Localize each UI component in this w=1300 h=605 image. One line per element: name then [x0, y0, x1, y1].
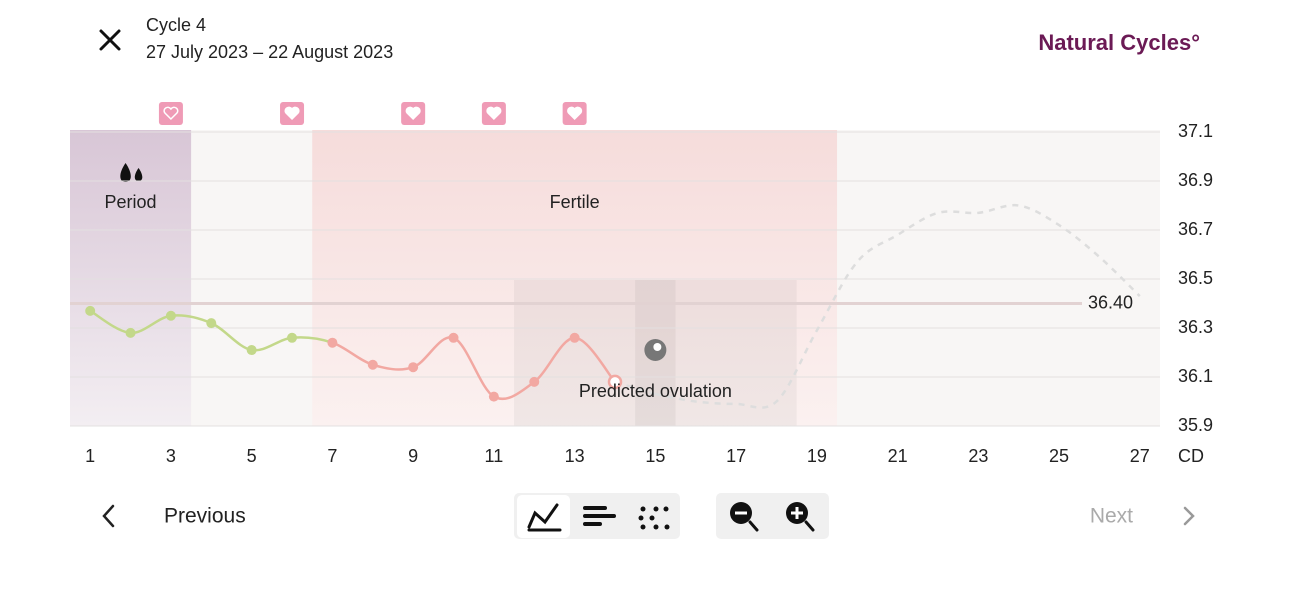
previous-button[interactable]: Previous [102, 504, 246, 528]
x-tick-label: 5 [247, 446, 257, 466]
temperature-point [327, 337, 338, 348]
y-tick-label: 35.9 [1178, 415, 1213, 435]
x-tick-label: 17 [726, 446, 746, 466]
heart-icon [405, 106, 421, 121]
y-tick-label: 36.1 [1178, 366, 1213, 386]
x-tick-label: 13 [565, 446, 585, 466]
temperature-point [367, 359, 378, 370]
y-tick-label: 36.9 [1178, 170, 1213, 190]
x-tick-label: 9 [408, 446, 418, 466]
next-button[interactable]: Next [1090, 505, 1195, 528]
temperature-point [125, 327, 136, 338]
x-tick-label: 21 [888, 446, 908, 466]
temperature-point [529, 376, 540, 387]
chevron-right [1183, 506, 1195, 526]
heart-icon [284, 106, 300, 121]
x-tick-label: 15 [645, 446, 665, 466]
temperature-point [408, 362, 419, 373]
brand-logo: Natural Cycles° [1038, 30, 1200, 55]
drop-icon [120, 163, 143, 182]
x-tick-label: 7 [327, 446, 337, 466]
x-tick-label: 19 [807, 446, 827, 466]
band-label: Period [105, 192, 157, 212]
x-tick-label: 27 [1130, 446, 1150, 466]
temperature-point [206, 318, 217, 329]
chevron-left [102, 504, 115, 528]
x-unit: CD [1178, 446, 1204, 466]
y-tick-label: 37.1 [1178, 121, 1213, 141]
intercourse-marker [158, 102, 183, 125]
bars-icon [583, 506, 616, 526]
zoom-controls[interactable] [716, 493, 829, 539]
y-tick-label: 36.7 [1178, 219, 1213, 239]
temperature-point [569, 332, 580, 343]
temperature-point [287, 332, 298, 343]
close-button[interactable] [99, 29, 121, 51]
band-label: Fertile [550, 192, 600, 212]
ovulation-label: Predicted ovulation [579, 381, 732, 401]
temperature-point [607, 374, 623, 390]
temperature-point [85, 305, 96, 316]
temperature-point [165, 310, 176, 321]
previous-label: Previous [164, 505, 246, 528]
cycle-dates: 27 July 2023 – 22 August 2023 [146, 42, 393, 62]
temperature-point [488, 391, 499, 402]
dots-icon [638, 506, 670, 530]
x-tick-label: 11 [485, 446, 504, 466]
heart-icon [486, 106, 502, 121]
toggle-active [517, 495, 570, 538]
view-toggle[interactable] [514, 493, 680, 539]
heart-icon [567, 106, 583, 121]
x-tick-label: 23 [968, 446, 988, 466]
y-tick-label: 36.3 [1178, 317, 1213, 337]
heart-icon [163, 106, 179, 121]
temperature-point [448, 332, 459, 343]
line-icon [527, 503, 562, 532]
predicted-line [655, 203, 1141, 409]
x-tick-label: 3 [166, 446, 176, 466]
chart: Period Fertile 35.9 36.1 36.3 36.5 36.7 36.9 37.… [70, 102, 1213, 466]
x-tick-label: 25 [1049, 446, 1069, 466]
temperature-point [246, 345, 257, 356]
coverline-label: 36.40 [1088, 292, 1133, 312]
x-tick-label: 1 [85, 446, 95, 466]
next-label: Next [1090, 505, 1133, 528]
ovulation-icon-dot [653, 343, 662, 351]
cycle-title: Cycle 4 [146, 15, 206, 35]
y-tick-label: 36.5 [1178, 268, 1213, 288]
